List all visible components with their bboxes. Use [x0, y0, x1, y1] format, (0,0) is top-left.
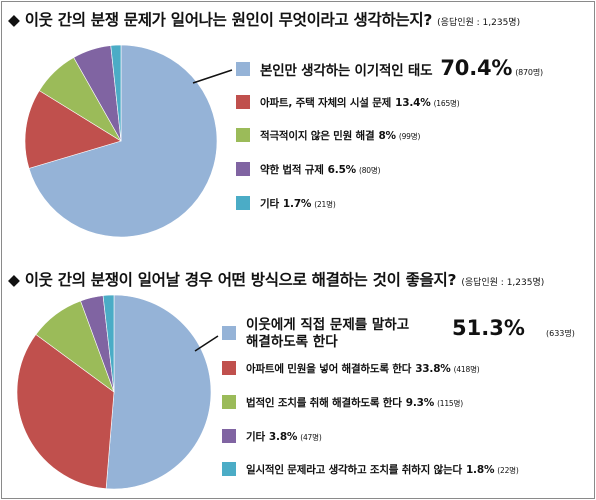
chart2-legend-swatch: [222, 395, 236, 409]
chart2-legend-swatch: [222, 326, 236, 340]
chart2-legend-text: 이웃에게 직접 문제를 말하고: [246, 317, 410, 333]
chart1-legend-pct: 6.5%: [327, 164, 357, 176]
chart1-pie-slice-5: [110, 44, 122, 142]
chart1-legend-count: (21명): [314, 200, 336, 209]
chart2-legend-text: 법적인 조치를 취해 해결하도록 한다: [246, 397, 402, 409]
chart2-legend-text: 아파트에 민원을 넣어 해결하도록 한다: [246, 363, 412, 375]
chart1-legend-label: 본인만 생각하는 이기적인 태도 70.4% (870명): [260, 56, 543, 80]
chart1-title: ◆ 이웃 간의 분쟁 문제가 일어나는 원인이 무엇이라고 생각하는지? (응답…: [8, 11, 521, 29]
chart2-legend-pct: 33.8%: [415, 363, 451, 375]
chart2-legend-pct: 9.3%: [405, 397, 435, 409]
chart1-legend-swatch: [236, 162, 250, 176]
chart1-pie-slice-2: [24, 90, 122, 169]
chart2-legend-label: 아파트에 민원을 넣어 해결하도록 한다 33.8% (418명): [246, 361, 480, 376]
chart1-legend-count: (80명): [359, 166, 381, 175]
chart1-legend-pct: 13.4%: [395, 97, 431, 109]
chart2-legend-label: 법적인 조치를 취해 해결하도록 한다 9.3% (115명): [246, 395, 463, 410]
chart1-legend-label: 약한 법적 규제 6.5% (80명): [260, 162, 380, 177]
chart1-legend-text: 본인만 생각하는 이기적인 태도: [260, 63, 433, 79]
chart2-legend-pct: 3.8%: [268, 431, 298, 443]
chart2-pie-slice-1: [105, 294, 212, 490]
chart1-legend-label: 아파트, 주택 자체의 시설 문제 13.4% (165명): [260, 95, 460, 110]
chart1-legend-text: 아파트, 주택 자체의 시설 문제: [260, 97, 392, 109]
chart2-legend-label: 일시적인 문제라고 생각하고 조치를 취하지 않는다 1.8% (22명): [246, 462, 519, 477]
chart2-title: ◆ 이웃 간의 분쟁이 일어날 경우 어떤 방식으로 해결하는 것이 좋을지? …: [8, 271, 545, 289]
chart1-legend-text: 기타: [260, 198, 279, 210]
chart1-legend-pct: 8%: [378, 130, 396, 142]
chart1-legend-text: 약한 법적 규제: [260, 164, 324, 176]
chart2-legend-count: (633명): [546, 329, 575, 338]
chart1-legend-pct: 70.4%: [440, 56, 513, 80]
chart2-legend-swatch: [222, 462, 236, 476]
chart2-legend-count: (22명): [497, 466, 519, 475]
chart2-leader-line: [194, 335, 219, 352]
chart1-legend-swatch: [236, 95, 250, 109]
chart1-legend-count: (99명): [398, 132, 421, 141]
chart1-legend-count: (165명): [433, 99, 460, 108]
chart2-legend-text: 기타: [246, 431, 265, 443]
chart2-legend-swatch: [222, 429, 236, 443]
chart1-legend-swatch: [236, 128, 250, 142]
chart2-legend-count: (418명): [453, 365, 480, 374]
chart1-legend-label: 적극적이지 않은 민원 해결 8% (99명): [260, 128, 420, 143]
chart1-legend-pct: 1.7%: [282, 198, 312, 210]
chart2-legend-count: (47명): [300, 433, 322, 442]
chart1-legend-count: (870명): [515, 68, 543, 77]
chart2-legend-text-line2: 해결하도록 한다: [246, 334, 338, 350]
chart2-legend-swatch: [222, 361, 236, 375]
chart2-legend-label: 기타 3.8% (47명): [246, 429, 322, 444]
chart2-legend-count: (115명): [437, 399, 463, 408]
chart1-leader-line: [192, 69, 233, 84]
chart1-legend-swatch: [236, 196, 250, 210]
chart1-legend-text: 적극적이지 않은 민원 해결: [260, 130, 375, 142]
chart1-pie-slice-1: [28, 44, 218, 238]
chart2-legend-label: 이웃에게 직접 문제를 말하고 해결하도록 한다: [246, 317, 409, 351]
chart1-legend-label: 기타 1.7% (21명): [260, 196, 336, 211]
chart2-legend-text: 일시적인 문제라고 생각하고 조치를 취하지 않는다: [246, 464, 462, 476]
chart1-legend-swatch: [236, 62, 250, 76]
chart2-legend-pct: 1.8%: [465, 464, 495, 476]
chart2-legend-pct: 51.3%: [452, 316, 525, 340]
chart2-pie-slice-2: [16, 334, 115, 490]
chart2-pie-slice-5: [102, 294, 115, 393]
